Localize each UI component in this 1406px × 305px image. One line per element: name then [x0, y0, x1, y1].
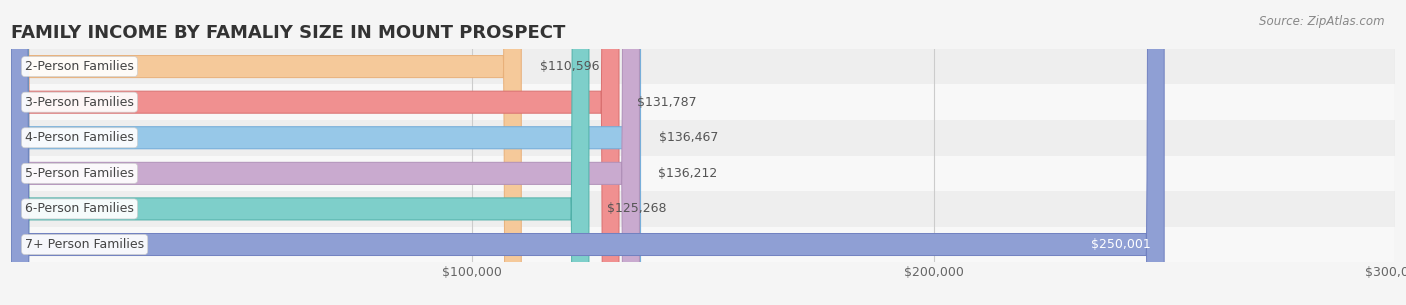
Text: $131,787: $131,787 — [637, 96, 697, 109]
Text: FAMILY INCOME BY FAMALIY SIZE IN MOUNT PROSPECT: FAMILY INCOME BY FAMALIY SIZE IN MOUNT P… — [11, 24, 565, 42]
Text: 3-Person Families: 3-Person Families — [25, 96, 134, 109]
FancyBboxPatch shape — [11, 0, 640, 305]
Text: 2-Person Families: 2-Person Families — [25, 60, 134, 73]
Text: $110,596: $110,596 — [540, 60, 599, 73]
Text: $136,212: $136,212 — [658, 167, 717, 180]
FancyBboxPatch shape — [11, 0, 641, 305]
Text: 7+ Person Families: 7+ Person Families — [25, 238, 145, 251]
Bar — [11, 191, 1395, 227]
Text: 6-Person Families: 6-Person Families — [25, 203, 134, 215]
Bar — [11, 227, 1395, 262]
Text: $136,467: $136,467 — [659, 131, 718, 144]
Text: 5-Person Families: 5-Person Families — [25, 167, 134, 180]
FancyBboxPatch shape — [11, 0, 619, 305]
FancyBboxPatch shape — [11, 0, 589, 305]
Bar — [11, 120, 1395, 156]
Bar — [11, 156, 1395, 191]
Text: $125,268: $125,268 — [607, 203, 666, 215]
Bar — [11, 84, 1395, 120]
FancyBboxPatch shape — [11, 0, 522, 305]
FancyBboxPatch shape — [11, 0, 1164, 305]
Bar — [11, 49, 1395, 84]
Text: Source: ZipAtlas.com: Source: ZipAtlas.com — [1260, 15, 1385, 28]
Text: 4-Person Families: 4-Person Families — [25, 131, 134, 144]
Text: $250,001: $250,001 — [1091, 238, 1150, 251]
